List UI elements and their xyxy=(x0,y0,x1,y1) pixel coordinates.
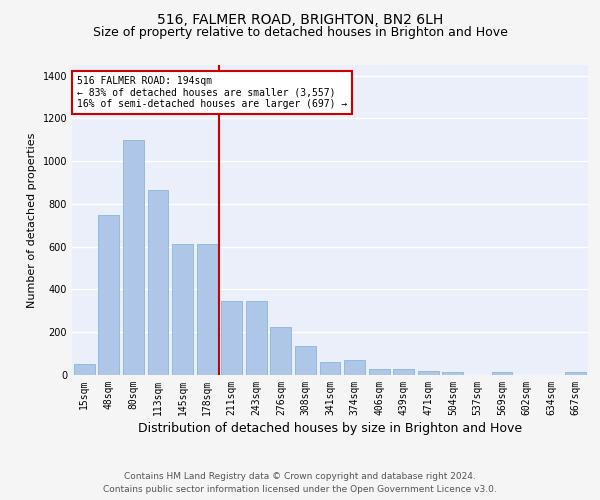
Bar xyxy=(320,362,340,375)
Bar xyxy=(418,370,439,375)
Bar xyxy=(442,372,463,375)
Bar xyxy=(197,244,218,375)
Bar xyxy=(246,301,267,375)
X-axis label: Distribution of detached houses by size in Brighton and Hove: Distribution of detached houses by size … xyxy=(138,422,522,435)
Bar xyxy=(148,190,169,375)
Text: Size of property relative to detached houses in Brighton and Hove: Size of property relative to detached ho… xyxy=(92,26,508,39)
Text: 516, FALMER ROAD, BRIGHTON, BN2 6LH: 516, FALMER ROAD, BRIGHTON, BN2 6LH xyxy=(157,12,443,26)
Bar xyxy=(271,327,292,375)
Bar xyxy=(172,244,193,375)
Bar xyxy=(221,301,242,375)
Bar xyxy=(565,372,586,375)
Bar xyxy=(295,346,316,375)
Bar xyxy=(344,360,365,375)
Bar xyxy=(98,214,119,375)
Bar xyxy=(123,140,144,375)
Text: Contains HM Land Registry data © Crown copyright and database right 2024.
Contai: Contains HM Land Registry data © Crown c… xyxy=(103,472,497,494)
Bar xyxy=(393,368,414,375)
Bar xyxy=(368,368,389,375)
Y-axis label: Number of detached properties: Number of detached properties xyxy=(27,132,37,308)
Text: 516 FALMER ROAD: 194sqm
← 83% of detached houses are smaller (3,557)
16% of semi: 516 FALMER ROAD: 194sqm ← 83% of detache… xyxy=(77,76,347,109)
Bar xyxy=(74,364,95,375)
Bar xyxy=(491,372,512,375)
